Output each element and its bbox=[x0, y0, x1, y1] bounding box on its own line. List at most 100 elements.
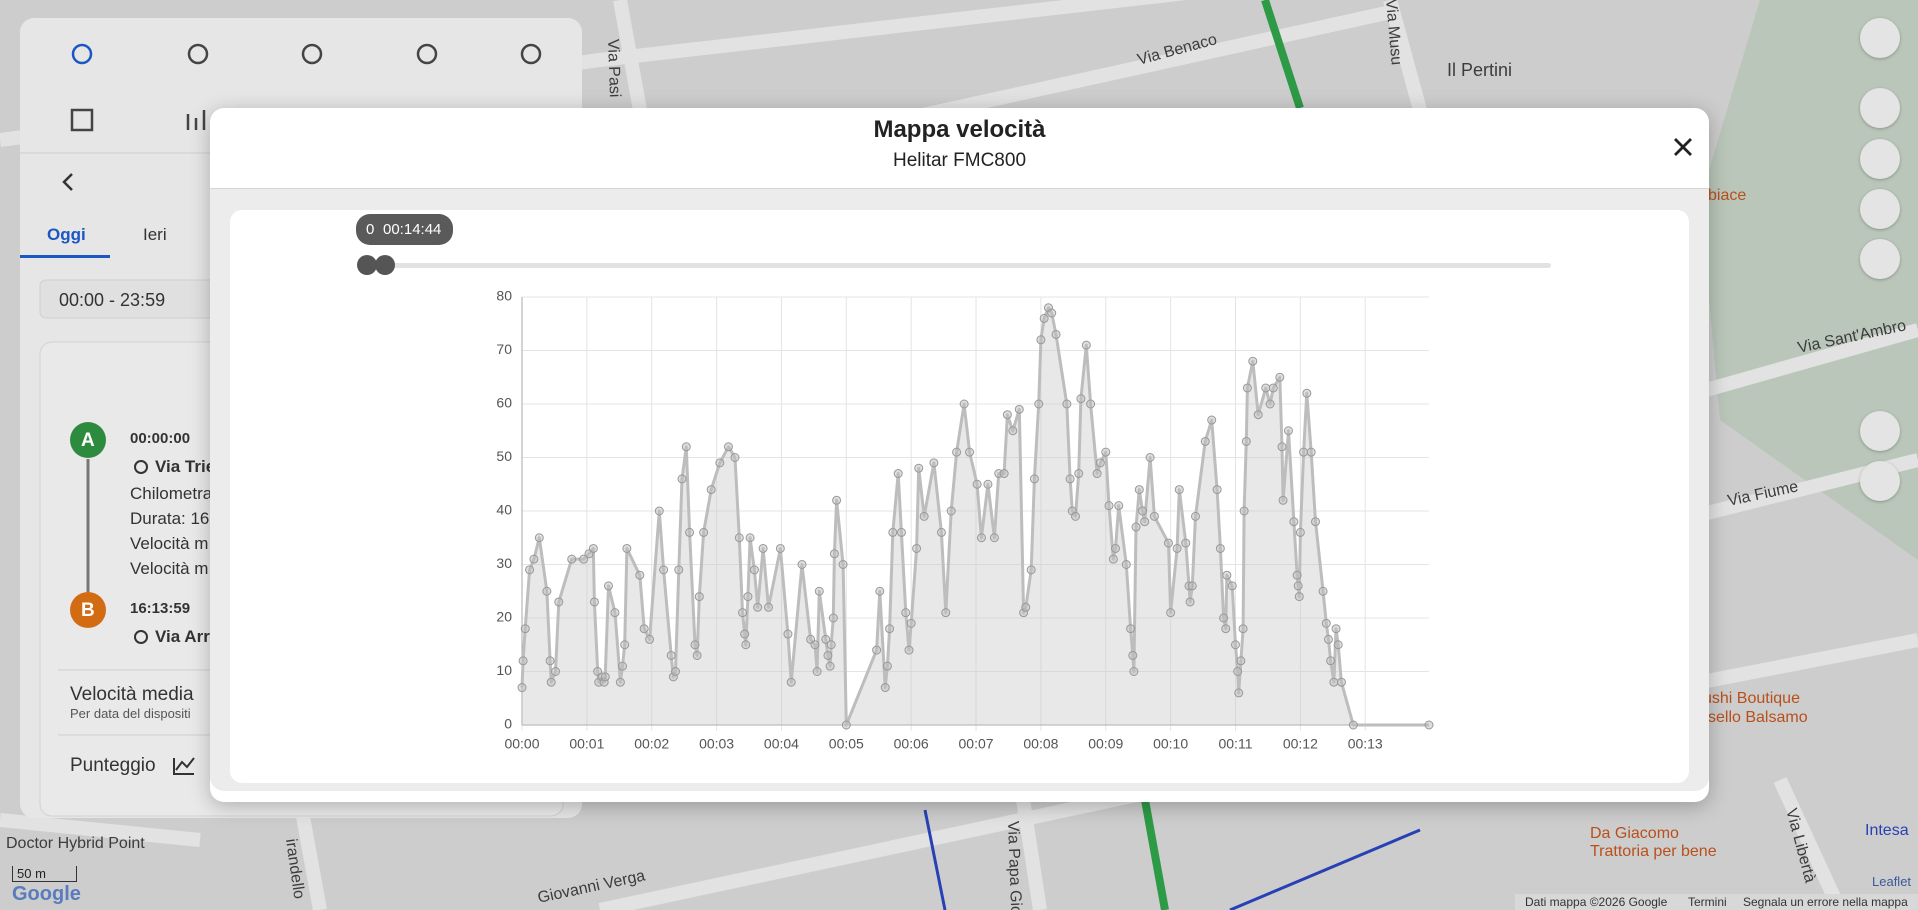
road bbox=[1773, 777, 1847, 910]
slider-track[interactable] bbox=[367, 263, 1551, 268]
collapse-icon[interactable] bbox=[520, 43, 542, 65]
transit-line bbox=[1141, 799, 1169, 910]
point bbox=[1241, 436, 1251, 446]
point bbox=[946, 506, 956, 516]
stats-icon[interactable] bbox=[186, 110, 206, 130]
point bbox=[743, 592, 753, 602]
section-subtitle: Per data del dispositi bbox=[70, 706, 191, 721]
point bbox=[965, 447, 975, 457]
end-time: 16:13:59 bbox=[130, 600, 191, 617]
point bbox=[1134, 485, 1144, 495]
attribution-link[interactable]: Termini bbox=[1688, 895, 1727, 909]
point bbox=[1008, 426, 1018, 436]
area bbox=[522, 307, 1429, 725]
point bbox=[603, 581, 613, 591]
road bbox=[0, 813, 201, 847]
start-time: 00:00:00 bbox=[130, 430, 191, 447]
chart-icon[interactable] bbox=[173, 757, 195, 775]
map-label: ushi Boutique bbox=[1703, 690, 1800, 707]
point bbox=[1190, 511, 1200, 521]
point bbox=[1101, 447, 1111, 457]
modal-title: Mappa velocità bbox=[873, 116, 1046, 143]
route-icon[interactable] bbox=[187, 43, 209, 65]
x-tick-label: 00:05 bbox=[829, 736, 864, 752]
point bbox=[659, 565, 669, 575]
attribution-link[interactable]: Leaflet bbox=[1872, 874, 1912, 889]
slider-handle[interactable] bbox=[375, 255, 395, 275]
chart-card bbox=[230, 210, 1689, 783]
point bbox=[1238, 624, 1248, 634]
x-tick-label: 00:07 bbox=[959, 736, 994, 752]
point bbox=[534, 533, 544, 543]
trip-detail: Chilometra bbox=[130, 484, 213, 503]
attribution-link[interactable]: Segnala un errore nella mappa bbox=[1743, 895, 1908, 909]
point bbox=[1239, 506, 1249, 516]
point bbox=[1212, 485, 1222, 495]
x-tick-label: 00:09 bbox=[1088, 736, 1123, 752]
slider-handle[interactable] bbox=[357, 255, 377, 275]
speed-modal: Mappa velocità Helitar FMC800 bbox=[210, 108, 1709, 802]
notifications-button[interactable] bbox=[1860, 88, 1900, 128]
point bbox=[888, 527, 898, 537]
point bbox=[622, 543, 632, 553]
transit-line bbox=[1261, 0, 1304, 110]
close-icon bbox=[1674, 138, 1692, 156]
locate-button[interactable] bbox=[1860, 189, 1900, 229]
zoom-in-button[interactable] bbox=[1860, 411, 1900, 451]
point bbox=[1234, 688, 1244, 698]
point bbox=[896, 527, 906, 537]
fullscreen-button[interactable] bbox=[1860, 239, 1900, 279]
point bbox=[1227, 581, 1237, 591]
point bbox=[681, 442, 691, 452]
map-scale: 50 m bbox=[12, 866, 77, 882]
close-button[interactable] bbox=[1672, 136, 1694, 158]
point bbox=[1333, 640, 1343, 650]
trip-detail: Durata: 16: bbox=[130, 509, 215, 528]
point bbox=[1074, 469, 1084, 479]
y-tick-label: 60 bbox=[496, 395, 512, 411]
point bbox=[567, 554, 577, 564]
tab-underline bbox=[20, 255, 110, 258]
point bbox=[677, 474, 687, 484]
point bbox=[875, 586, 885, 596]
point bbox=[1293, 581, 1303, 591]
zoom-out-button[interactable] bbox=[1860, 461, 1900, 501]
point bbox=[1174, 485, 1184, 495]
point bbox=[1047, 308, 1057, 318]
point bbox=[1036, 335, 1046, 345]
point bbox=[1065, 474, 1075, 484]
point bbox=[1323, 634, 1333, 644]
search-button[interactable] bbox=[1860, 139, 1900, 179]
point bbox=[635, 570, 645, 580]
back-icon[interactable] bbox=[62, 173, 73, 191]
point bbox=[832, 495, 842, 505]
point bbox=[1348, 720, 1358, 730]
end-marker bbox=[70, 592, 106, 628]
point bbox=[1138, 506, 1148, 516]
modal-subtitle: Helitar FMC800 bbox=[892, 150, 1027, 171]
x-tick-label: 00:08 bbox=[1023, 736, 1058, 752]
tab[interactable]: Oggi bbox=[47, 225, 86, 244]
point bbox=[694, 592, 704, 602]
point bbox=[1310, 517, 1320, 527]
x-tick-label: 00:03 bbox=[699, 736, 734, 752]
point bbox=[825, 661, 835, 671]
transit-line bbox=[1229, 828, 1421, 910]
cost-icon[interactable] bbox=[301, 43, 323, 65]
point bbox=[1029, 474, 1039, 484]
attribution-bar bbox=[1515, 894, 1918, 910]
bell-icon[interactable] bbox=[416, 43, 438, 65]
menu-button[interactable] bbox=[1860, 18, 1900, 58]
point bbox=[810, 640, 820, 650]
area-icon[interactable] bbox=[70, 108, 94, 132]
point bbox=[1051, 329, 1061, 339]
point bbox=[520, 624, 530, 634]
tab[interactable]: Ieri bbox=[143, 225, 167, 244]
point bbox=[610, 608, 620, 618]
map-label: Intesa bbox=[1865, 822, 1909, 839]
location-icon[interactable] bbox=[71, 43, 93, 65]
x-tick-label: 00:10 bbox=[1153, 736, 1188, 752]
time-range[interactable]: 00:00 - 23:59 bbox=[59, 290, 166, 310]
point bbox=[1329, 677, 1339, 687]
